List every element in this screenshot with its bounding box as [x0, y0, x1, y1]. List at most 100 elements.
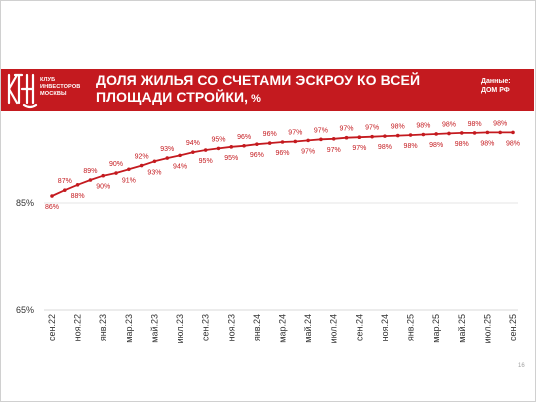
y-tick-label: 85% — [16, 198, 34, 208]
x-tick-label: июл.23 — [175, 314, 185, 343]
data-label: 97% — [352, 145, 366, 152]
data-point — [485, 130, 490, 135]
data-point — [75, 183, 80, 187]
data-point — [280, 140, 285, 144]
data-point — [178, 153, 182, 158]
data-label: 96% — [275, 150, 289, 157]
data-point — [127, 167, 131, 172]
data-label: 95% — [199, 158, 213, 165]
data-point — [152, 159, 157, 164]
data-label: 97% — [314, 127, 328, 134]
data-point — [216, 146, 221, 151]
data-label: 94% — [173, 163, 187, 170]
data-label: 96% — [250, 152, 264, 159]
x-tick-label: янв.23 — [98, 314, 108, 341]
y-tick-label: 65% — [16, 305, 34, 315]
x-tick-label: сен.22 — [47, 314, 57, 341]
data-label: 90% — [109, 161, 123, 168]
data-label: 93% — [147, 169, 161, 176]
data-label: 93% — [160, 146, 174, 153]
data-point — [293, 139, 298, 144]
data-label: 98% — [429, 142, 443, 149]
page-number: 16 — [518, 363, 525, 369]
data-label: 90% — [96, 184, 110, 191]
x-tick-label: мар.25 — [431, 314, 441, 343]
data-label: 91% — [122, 177, 136, 184]
x-tick-label: май.25 — [457, 314, 467, 343]
x-tick-label: мар.24 — [278, 314, 288, 343]
data-label: 96% — [263, 131, 277, 138]
title-unit: % — [251, 93, 262, 105]
data-label: 97% — [340, 126, 354, 133]
x-tick-label: сен.25 — [508, 314, 518, 341]
logo-line-3: МОСКВЫ — [40, 91, 67, 97]
data-point — [434, 132, 438, 136]
data-label: 96% — [237, 134, 251, 141]
data-point — [88, 178, 93, 182]
data-point — [498, 130, 502, 135]
title-line-2-wrap: ПЛОЩАДИ СТРОЙКИ,% — [96, 89, 466, 108]
data-point — [114, 171, 118, 175]
data-label: 97% — [288, 129, 302, 136]
data-label: 98% — [493, 120, 507, 127]
logo-text: КЛУБ ИНВЕСТОРОВ МОСКВЫ — [40, 77, 80, 98]
data-label: 98% — [378, 144, 392, 151]
source-name: ДОМ РФ — [481, 87, 510, 94]
club-logo-mark-icon — [7, 73, 38, 109]
data-label: 95% — [211, 136, 225, 143]
data-point — [255, 142, 259, 146]
data-label: 98% — [455, 141, 469, 148]
x-tick-label: ноя.22 — [73, 314, 83, 341]
logo-line-2: ИНВЕСТОРОВ — [40, 84, 81, 90]
data-point — [50, 194, 54, 198]
data-label: 98% — [391, 124, 405, 131]
data-label: 92% — [135, 154, 149, 161]
club-logo: КЛУБ ИНВЕСТОРОВ МОСКВЫ — [6, 71, 80, 109]
data-label: 94% — [186, 140, 200, 147]
data-point — [447, 131, 451, 136]
data-point — [357, 135, 362, 139]
data-label: 98% — [468, 121, 482, 128]
x-tick-label: май.23 — [149, 314, 159, 343]
data-point — [242, 143, 246, 148]
x-tick-label: янв.25 — [406, 314, 416, 341]
data-point — [472, 131, 477, 135]
data-label: 89% — [83, 168, 97, 175]
x-tick-label: май.24 — [303, 314, 313, 343]
data-label: 87% — [58, 178, 72, 185]
x-tick-label: сен.23 — [201, 314, 211, 341]
data-point — [101, 173, 106, 178]
x-tick-label: июл.24 — [329, 314, 339, 343]
data-source: Данные: ДОМ РФ — [481, 77, 511, 95]
data-label: 97% — [327, 147, 341, 154]
data-point — [229, 145, 234, 149]
data-point — [165, 156, 170, 160]
data-point — [319, 137, 323, 142]
data-point — [191, 150, 195, 154]
data-point — [421, 132, 426, 137]
data-point — [331, 137, 336, 141]
data-point — [306, 138, 310, 143]
data-label: 97% — [365, 125, 379, 132]
source-label: Данные: — [481, 78, 511, 85]
x-tick-label: янв.24 — [252, 314, 262, 341]
data-point — [203, 148, 208, 152]
data-point — [370, 134, 374, 139]
x-tick-label: ноя.23 — [226, 314, 236, 341]
data-label: 98% — [480, 140, 494, 147]
logo-line-1: КЛУБ — [40, 77, 56, 83]
header-band — [1, 69, 534, 111]
data-point — [383, 134, 387, 138]
slide-title: ДОЛЯ ЖИЛЬЯ СО СЧЕТАМИ ЭСКРОУ КО ВСЕЙ ПЛО… — [96, 72, 466, 108]
x-tick-label: ноя.24 — [380, 314, 390, 341]
title-line-2: ПЛОЩАДИ СТРОЙКИ, — [96, 89, 249, 105]
data-label: 98% — [404, 143, 418, 150]
data-point — [459, 131, 464, 135]
data-point — [344, 135, 349, 140]
x-tick-label: июл.25 — [482, 314, 492, 343]
data-label: 88% — [71, 193, 85, 200]
title-line-1: ДОЛЯ ЖИЛЬЯ СО СЧЕТАМИ ЭСКРОУ КО ВСЕЙ — [96, 72, 421, 88]
data-point — [139, 163, 144, 168]
